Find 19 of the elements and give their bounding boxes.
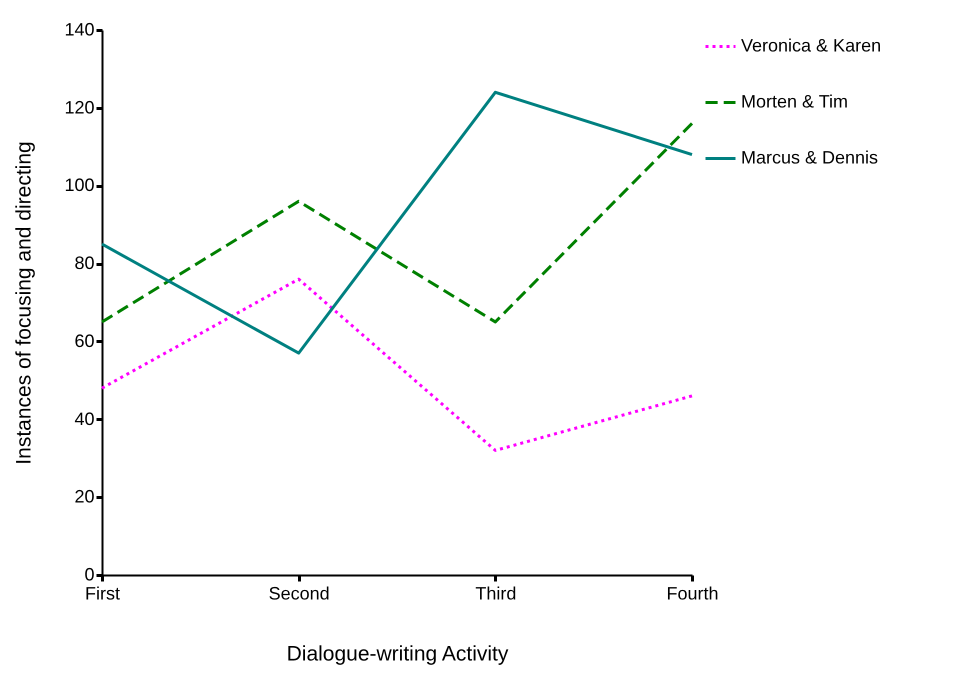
legend-label: Marcus & Dennis bbox=[741, 148, 878, 168]
y-tick-label: 0 bbox=[84, 564, 94, 584]
y-tick-label: 60 bbox=[74, 330, 94, 351]
y-tick-label: 40 bbox=[74, 408, 94, 429]
y-tick-label: 100 bbox=[64, 175, 94, 196]
legend-label: Veronica & Karen bbox=[741, 36, 882, 56]
y-tick-label: 140 bbox=[64, 20, 94, 40]
x-tick-label: Fourth bbox=[666, 584, 719, 604]
y-tick-label: 20 bbox=[74, 486, 94, 507]
x-tick-label: First bbox=[85, 584, 120, 604]
x-tick-label: Second bbox=[268, 584, 330, 604]
y-tick-label: 80 bbox=[74, 253, 94, 274]
y-axis-title: Instances of focusing and directing bbox=[12, 141, 36, 465]
x-tick-label: Third bbox=[475, 584, 516, 604]
y-tick-label: 120 bbox=[64, 97, 94, 118]
legend-label: Morten & Tim bbox=[741, 92, 848, 112]
x-axis-title: Dialogue-writing Activity bbox=[286, 642, 509, 666]
line-series bbox=[100, 90, 694, 355]
line-series bbox=[100, 278, 694, 452]
